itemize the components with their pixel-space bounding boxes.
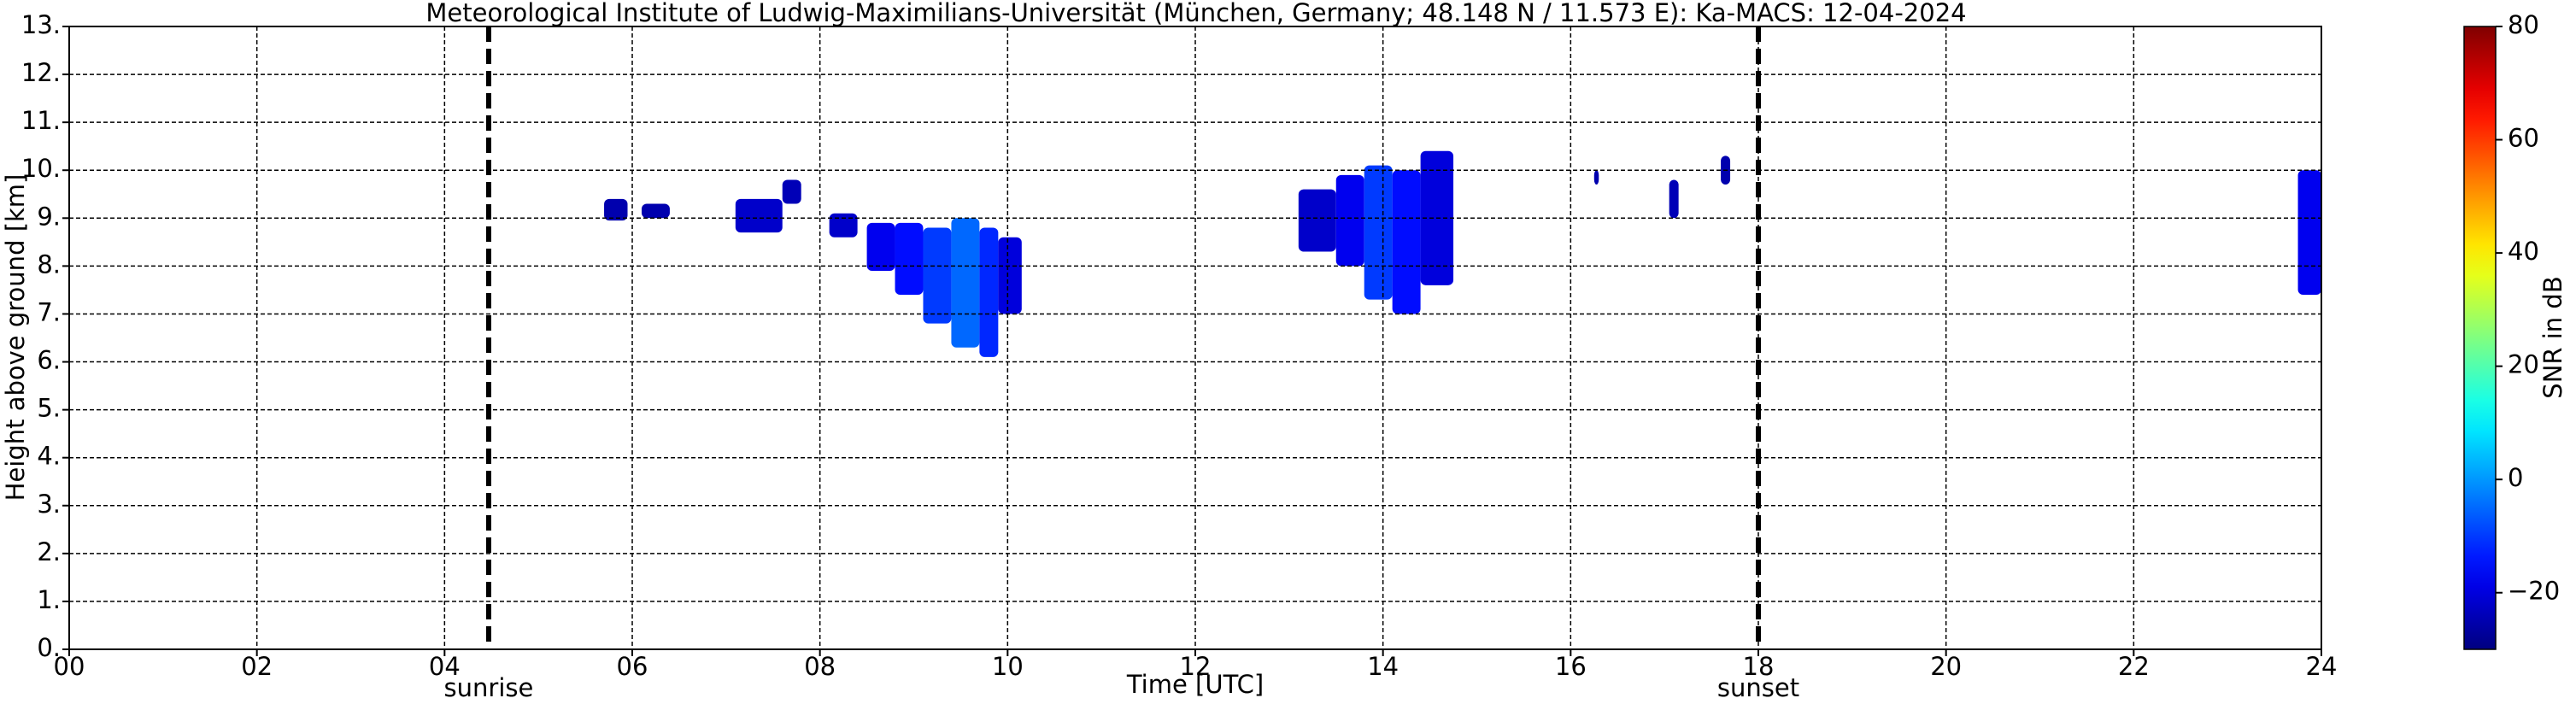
- x-tick-label: 16: [1555, 652, 1587, 681]
- radar-echo: [1392, 170, 1421, 314]
- colorbar-tick-label: 20: [2508, 350, 2539, 379]
- plot-frame: [68, 26, 2322, 650]
- y-tick-label: 10.: [21, 154, 61, 183]
- x-tick-label: 24: [2306, 652, 2338, 681]
- y-tick-label: 8.: [37, 249, 61, 279]
- x-tick-label: 14: [1367, 652, 1399, 681]
- radar-echo: [923, 227, 952, 324]
- y-tick-label: 11.: [21, 106, 61, 135]
- colorbar-label: SNR in dB: [2538, 276, 2567, 398]
- radar-echo: [604, 198, 628, 221]
- x-tick-label: 20: [1930, 652, 1962, 681]
- radar-echo: [895, 222, 924, 296]
- x-tick-label: 12: [1180, 652, 1212, 681]
- annotation-label: sunrise: [444, 673, 534, 702]
- chart-title: Meteorological Institute of Ludwig-Maxim…: [425, 0, 1966, 27]
- radar-echo: [1593, 170, 1599, 185]
- radar-echo: [979, 227, 999, 357]
- radar-echo: [1335, 174, 1364, 267]
- radar-echo: [641, 203, 670, 219]
- y-tick-label: 9.: [37, 202, 61, 231]
- y-tick-label: 13.: [21, 10, 61, 39]
- radar-echo: [1364, 165, 1393, 300]
- colorbar-tick-label: 40: [2508, 237, 2539, 266]
- x-tick-label: 06: [617, 652, 648, 681]
- annotation-label: sunset: [1717, 673, 1799, 702]
- y-axis-label: Height above ground [km]: [1, 174, 30, 502]
- y-tick-label: 6.: [37, 346, 61, 375]
- x-tick-label: 18: [1743, 652, 1775, 681]
- x-tick-label: 02: [241, 652, 273, 681]
- x-tick-label: 22: [2118, 652, 2150, 681]
- x-tick-label: 08: [804, 652, 836, 681]
- colorbar-tick-label: 0: [2508, 463, 2523, 492]
- radar-echo: [2297, 170, 2321, 296]
- x-tick-label: 04: [429, 652, 461, 681]
- x-tick-label: 00: [54, 652, 85, 681]
- y-tick-label: 4.: [37, 442, 61, 471]
- colorbar-tick-label: 80: [2508, 10, 2539, 39]
- radar-echo: [1669, 179, 1679, 219]
- y-tick-label: 1.: [37, 585, 61, 614]
- y-tick-label: 5.: [37, 394, 61, 423]
- colorbar-tick-label: 60: [2508, 124, 2539, 153]
- y-tick-label: 12.: [21, 58, 61, 87]
- radar-echo: [1298, 189, 1336, 252]
- radar-echo: [866, 222, 895, 271]
- colorbar: [2463, 26, 2497, 650]
- y-tick-label: 0.: [37, 633, 61, 662]
- y-tick-label: 7.: [37, 297, 61, 326]
- radar-echo: [782, 179, 801, 204]
- x-tick-label: 10: [992, 652, 1024, 681]
- y-tick-label: 2.: [37, 537, 61, 566]
- radar-echo: [951, 218, 980, 348]
- radar-echo: [735, 198, 783, 233]
- x-axis-label: Time [UTC]: [1126, 670, 1264, 699]
- colorbar-tick-label: −20: [2508, 577, 2560, 606]
- radar-echo: [998, 237, 1022, 314]
- radar-echo: [829, 213, 858, 238]
- y-tick-label: 3.: [37, 490, 61, 519]
